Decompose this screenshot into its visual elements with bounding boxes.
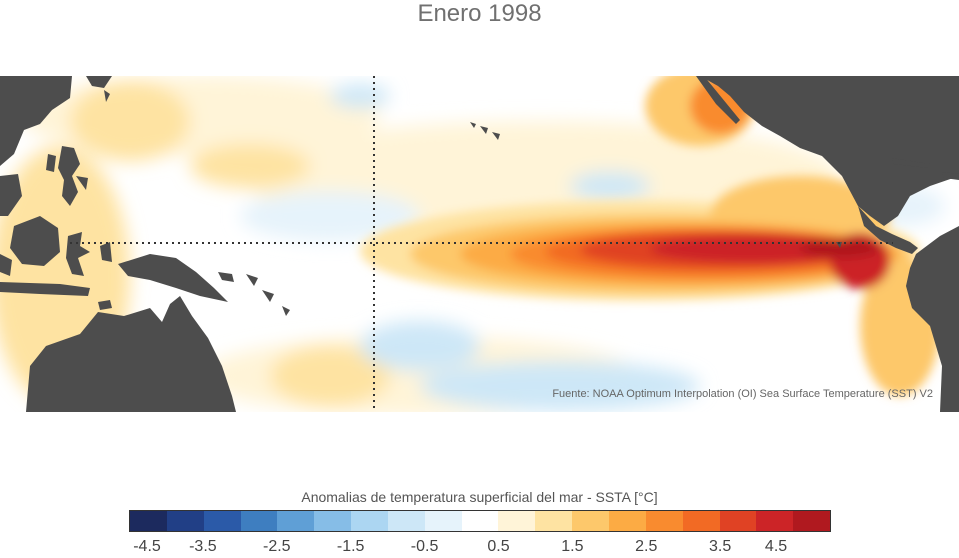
colorbar-tick-label: 4.5: [764, 538, 788, 555]
colorbar-segment: [424, 511, 462, 531]
colorbar-tick-label: -2.5: [262, 538, 291, 555]
colorbar-segment: [756, 511, 794, 531]
colorbar-segment: [572, 511, 609, 531]
colorbar-tick-label: -4.5: [133, 538, 161, 555]
colorbar-tick-label: -1.5: [336, 538, 365, 555]
colorbar-tick-label: 1.5: [561, 538, 584, 555]
colorbar-segment: [240, 511, 278, 531]
colorbar-segment: [535, 511, 573, 531]
colorbar-segment: [351, 511, 388, 531]
colorbar-segment: [277, 511, 315, 531]
colorbar-tick-label: 0.5: [487, 538, 510, 555]
colorbar-segment: [645, 511, 683, 531]
map-title: Enero 1998: [417, 0, 542, 27]
colorbar-tick-label: 2.5: [635, 538, 658, 555]
colorbar-segment: [719, 511, 757, 531]
colorbar-ticks: -4.5 -3.5 -2.5 -1.5 -0.5 0.5 1.5 2.5 3.5 4.5: [0, 538, 959, 558]
colorbar-segment: [608, 511, 646, 531]
colorbar: [129, 510, 831, 532]
colorbar-segment: [498, 511, 536, 531]
colorbar-segment: [793, 511, 831, 531]
colorbar-segment: [387, 511, 425, 531]
colorbar-segment: [130, 511, 167, 531]
land: [0, 76, 959, 412]
colorbar-segment: [203, 511, 241, 531]
colorbar-segment: [166, 511, 204, 531]
colorbar-segment: [314, 511, 352, 531]
sst-anomaly-map: [0, 76, 959, 412]
colorbar-segment: [682, 511, 720, 531]
colorbar-tick-label: -0.5: [410, 538, 439, 555]
colorbar-tick-label: 3.5: [709, 538, 732, 555]
colorbar-segment: [461, 511, 499, 531]
legend-title: Anomalias de temperatura superficial del…: [301, 489, 658, 505]
colorbar-tick-label: -3.5: [189, 538, 217, 555]
source-caption: Fuente: NOAA Optimum Interpolation (OI) …: [552, 388, 933, 400]
